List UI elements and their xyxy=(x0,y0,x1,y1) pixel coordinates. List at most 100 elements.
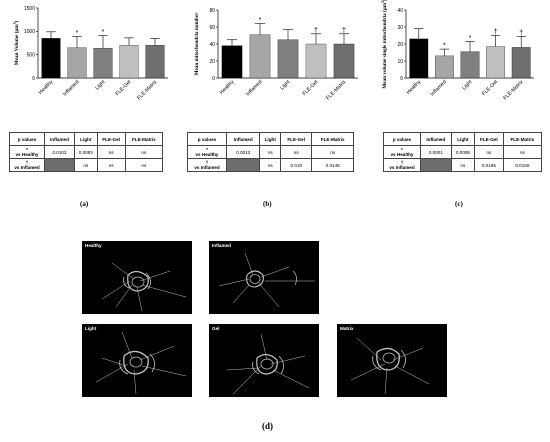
table-cell: 0.019 xyxy=(280,158,313,172)
micrograph-label: Matrix xyxy=(340,326,354,331)
row-label-text: vs Inflamed xyxy=(389,165,415,170)
table-cell: ns xyxy=(73,158,98,172)
category-label: Healthy xyxy=(38,79,55,96)
bar-fle-matrix xyxy=(333,43,355,79)
table-header: p values xyxy=(9,132,45,146)
table-header: p values xyxy=(187,132,227,146)
y-tick-label: 0 xyxy=(400,76,403,82)
significance-marker: * xyxy=(259,17,262,24)
cell-image xyxy=(95,331,187,395)
table-header: Light xyxy=(450,132,475,146)
category-label: Inflamed xyxy=(429,79,447,97)
category-label: FLE-Gel xyxy=(302,79,320,97)
y-tick-label: 20 xyxy=(397,42,403,48)
bar-fle-gel xyxy=(486,46,505,79)
micrograph-gel: Gel xyxy=(209,324,319,397)
significance-marker: † xyxy=(314,27,318,34)
micrograph-label: Inflamed xyxy=(212,243,231,248)
y-tick-label: 1000 xyxy=(24,29,35,35)
significance-marker: * xyxy=(443,43,446,50)
micrograph-label: Healthy xyxy=(85,243,102,248)
category-label: Healthy xyxy=(406,79,423,96)
table-cell: 0.0148 xyxy=(311,158,354,172)
y-tick-label: 500 xyxy=(27,52,36,58)
significance-marker: † xyxy=(494,29,498,36)
significance-marker: † xyxy=(519,30,523,37)
dagger-symbol: † xyxy=(400,160,404,165)
significance-marker: * xyxy=(76,30,79,37)
category-label: FLE-Gel xyxy=(115,79,133,97)
category-label: FLE-Matrix xyxy=(325,79,347,101)
panel-label-a: (a) xyxy=(80,200,89,208)
row-label: † vs Inflamed xyxy=(383,158,421,172)
y-tick-label: 0 xyxy=(32,76,35,82)
significance-marker: * xyxy=(102,29,105,36)
row-label: † vs Inflamed xyxy=(9,158,45,172)
bar-inflamed xyxy=(249,34,271,79)
table-cell: 0.0185 xyxy=(473,158,504,172)
table-cell: ns xyxy=(96,145,126,159)
table-cell: 0.0093 xyxy=(73,145,98,159)
table-header: Inflamed xyxy=(420,132,452,146)
micrograph-light: Light xyxy=(82,324,192,397)
bar-fle-matrix xyxy=(511,47,531,79)
micrograph-healthy: Healthy xyxy=(82,241,192,314)
micrograph-matrix: Matrix xyxy=(337,324,447,397)
panel-label-b: (b) xyxy=(263,200,272,208)
category-label: Inflamed xyxy=(245,79,263,97)
asterisk-symbol: * xyxy=(401,147,403,152)
category-label: Inflamed xyxy=(62,79,80,97)
significance-marker: * xyxy=(469,35,472,42)
table-header: FLE-Matrix xyxy=(311,132,354,146)
asterisk-symbol: * xyxy=(206,147,208,152)
table-cell: ns xyxy=(259,158,282,172)
row-label: * vs Healthy xyxy=(187,145,227,159)
table-cell-empty xyxy=(44,158,75,172)
y-tick-label: 40 xyxy=(209,42,215,48)
y-axis-label: Mean Volume (µm3) xyxy=(13,20,20,65)
bar-inflamed xyxy=(67,47,87,79)
asterisk-symbol: * xyxy=(26,147,28,152)
cell-image xyxy=(218,252,315,308)
table-header: FLE-Gel xyxy=(96,132,126,146)
significance-marker: † xyxy=(342,27,346,34)
row-label: * vs Healthy xyxy=(9,145,45,159)
table-cell: ns xyxy=(96,158,126,172)
row-label-text: vs Healthy xyxy=(390,152,414,157)
bar-light xyxy=(277,39,299,79)
y-tick-label: 60 xyxy=(209,25,215,31)
bar-inflamed xyxy=(435,55,454,79)
micrograph-label: Light xyxy=(85,326,97,331)
y-tick-label: 0 xyxy=(212,76,215,82)
bar-healthy xyxy=(41,38,61,79)
table-header: FLE-Gel xyxy=(473,132,504,146)
table-cell-empty xyxy=(420,158,452,172)
table-cell: ns xyxy=(124,145,164,159)
y-tick-label: 10 xyxy=(397,59,403,65)
table-header: Light xyxy=(259,132,282,146)
row-label-text: vs Inflamed xyxy=(14,165,40,170)
table-header: Light xyxy=(73,132,98,146)
y-tick-label: 20 xyxy=(209,59,215,65)
p-value-table-a: p values Inflamed Light FLE-Gel FLE-Matr… xyxy=(9,132,164,172)
chart-2: 0 10 20 30 40 Mean volume single mitochondria… xyxy=(381,0,534,101)
category-label: FLE-Matrix xyxy=(502,79,524,101)
cell-image xyxy=(350,337,430,395)
panel-label-c: (c) xyxy=(455,200,463,208)
y-tick-label: 30 xyxy=(397,25,403,31)
table-cell: 0.0156 xyxy=(502,158,543,172)
table-header: FLE-Gel xyxy=(280,132,313,146)
cell-image xyxy=(101,262,187,312)
table-cell: ns xyxy=(450,158,475,172)
bar-light xyxy=(93,47,113,79)
category-label: Light xyxy=(94,79,107,92)
table-cell: 0.0103 xyxy=(44,145,75,159)
table-cell: ns xyxy=(280,145,313,159)
table-cell: ns xyxy=(502,145,543,159)
row-label-text: vs Healthy xyxy=(195,152,219,157)
table-header: Inflamed xyxy=(225,132,261,146)
category-label: Light xyxy=(279,79,292,92)
category-label: Healthy xyxy=(219,79,236,96)
micrograph-inflamed: Inflamed xyxy=(209,241,319,314)
